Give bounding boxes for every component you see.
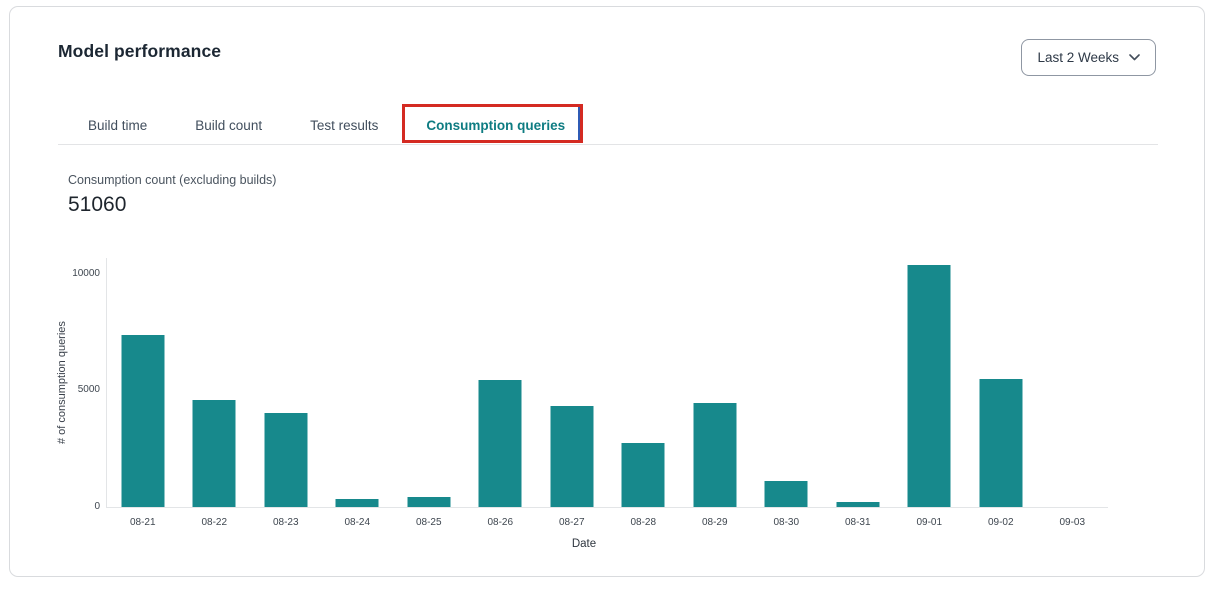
page-title: Model performance xyxy=(58,41,222,61)
tab-build-count[interactable]: Build count xyxy=(195,118,263,133)
chart-band-09-02: 09-02 xyxy=(965,258,1037,528)
bar-08-25 xyxy=(407,496,451,507)
chart-band-08-31: 08-31 xyxy=(822,258,894,528)
x-tick-label: 08-25 xyxy=(415,517,442,528)
tabs-divider xyxy=(58,144,1158,145)
chart-band-08-25: 08-25 xyxy=(393,258,465,528)
x-tick-label: 09-02 xyxy=(987,517,1014,528)
x-tick-label: 08-22 xyxy=(201,517,228,528)
x-tick-label: 08-21 xyxy=(129,517,156,528)
annotation-blue-edge xyxy=(578,107,580,140)
x-tick-label: 09-03 xyxy=(1059,517,1086,528)
chart-band-08-30: 08-30 xyxy=(751,258,823,528)
stat-label: Consumption count (excluding builds) xyxy=(68,173,277,187)
x-tick-label: 08-27 xyxy=(558,517,585,528)
bar-09-01 xyxy=(907,264,951,507)
bar-08-26 xyxy=(478,379,522,507)
x-axis-label: Date xyxy=(571,538,597,550)
bar-08-23 xyxy=(264,412,308,507)
chart-band-09-01: 09-01 xyxy=(894,258,966,528)
bar-08-28 xyxy=(621,443,665,507)
chart-band-08-22: 08-22 xyxy=(179,258,251,528)
x-tick-label: 08-30 xyxy=(773,517,800,528)
tab-bar: Build time Build count Test results Cons… xyxy=(88,116,565,136)
bar-08-31 xyxy=(836,501,880,507)
bar-chart-plot: # of consumption queries Date 08-21 08-22… xyxy=(56,258,1109,550)
chart-band-08-29: 08-29 xyxy=(679,258,751,528)
chart-band-08-28: 08-28 xyxy=(608,258,680,528)
chart-band-08-27: 08-27 xyxy=(536,258,608,528)
x-tick-label: 08-23 xyxy=(272,517,299,528)
chart-band-08-24: 08-24 xyxy=(322,258,394,528)
x-tick-label: 08-29 xyxy=(701,517,728,528)
chart-band-08-26: 08-26 xyxy=(465,258,537,528)
y-tick-label: 5000 xyxy=(77,384,100,396)
date-range-value: Last 2 Weeks xyxy=(1037,50,1119,65)
x-tick-label: 08-31 xyxy=(844,517,871,528)
model-performance-card: Model performance Last 2 Weeks Build tim… xyxy=(9,6,1205,577)
chart-band-08-23: 08-23 xyxy=(250,258,322,528)
x-tick-label: 08-26 xyxy=(487,517,514,528)
chevron-down-icon xyxy=(1129,54,1140,61)
bar-08-22 xyxy=(192,399,236,507)
y-axis-label: # of consumption queries xyxy=(56,321,68,444)
tab-build-time[interactable]: Build time xyxy=(88,118,148,133)
x-tick-label: 09-01 xyxy=(916,517,943,528)
bar-08-21 xyxy=(121,334,165,507)
chart-band-08-21: 08-21 xyxy=(107,258,179,528)
bar-09-02 xyxy=(979,378,1023,507)
bar-08-29 xyxy=(693,403,737,507)
stat-value: 51060 xyxy=(68,193,127,216)
date-range-selector[interactable]: Last 2 Weeks xyxy=(1021,39,1156,76)
tab-consumption-queries[interactable]: Consumption queries xyxy=(426,118,566,133)
tab-test-results[interactable]: Test results xyxy=(310,118,379,133)
chart-band-09-03: 09-03 xyxy=(1037,258,1109,528)
y-tick-label: 0 xyxy=(94,501,100,512)
bar-08-24 xyxy=(335,499,379,507)
bar-08-30 xyxy=(764,480,808,507)
y-tick-label: 10000 xyxy=(72,267,100,279)
bar-08-27 xyxy=(550,405,594,507)
x-tick-label: 08-28 xyxy=(630,517,657,528)
x-tick-label: 08-24 xyxy=(344,517,371,528)
